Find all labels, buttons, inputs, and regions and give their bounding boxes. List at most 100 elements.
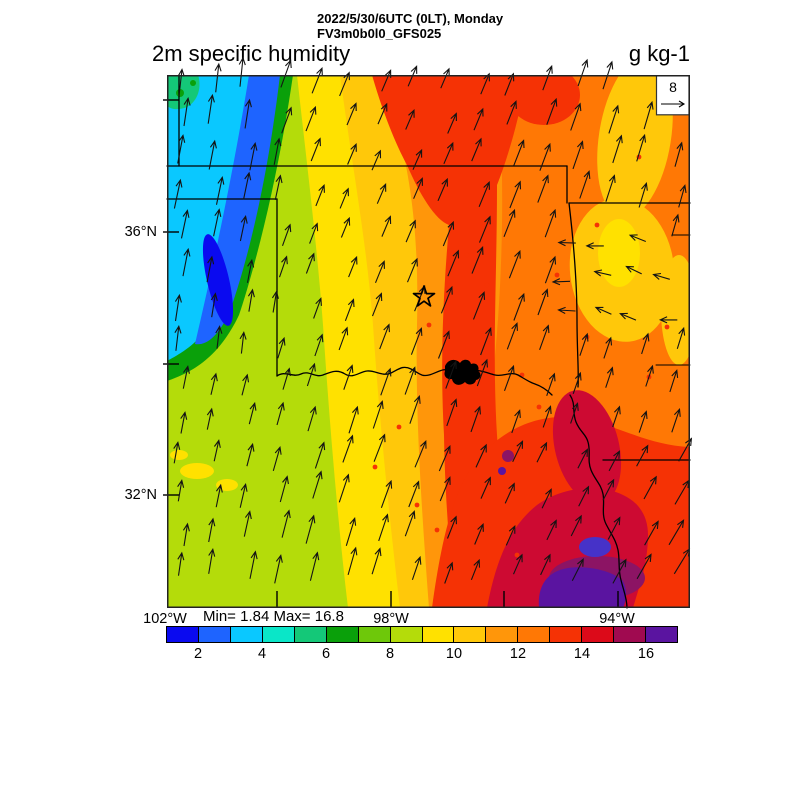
wind-arrow-icon bbox=[444, 561, 454, 584]
wind-arrow-icon bbox=[504, 72, 515, 96]
colorbar-tick-labels: 2 4 6 8 10 12 14 16 bbox=[166, 646, 678, 664]
wind-arrow-icon bbox=[572, 140, 584, 170]
wind-arrow-icon bbox=[447, 112, 457, 134]
wind-arrow-icon bbox=[348, 255, 358, 278]
wind-arrow-icon bbox=[446, 515, 457, 539]
plot-datetime: 2022/5/30/6UTC (0LT), Monday bbox=[317, 11, 504, 26]
field-dark-blue-core bbox=[202, 234, 234, 326]
field-yellow-patch-sw bbox=[170, 450, 188, 460]
wind-arrow-icon bbox=[504, 482, 515, 504]
wind-arrow-icon bbox=[438, 445, 451, 472]
wind-arrow-icon bbox=[307, 405, 317, 432]
wind-arrow-icon bbox=[373, 433, 386, 462]
colorbar-cell bbox=[485, 626, 519, 643]
wind-reference-arrow-icon bbox=[661, 100, 686, 108]
wind-arrow-icon bbox=[612, 134, 623, 164]
field-red-speck bbox=[464, 252, 470, 258]
wind-arrow-icon bbox=[280, 59, 292, 88]
wind-arrow-icon bbox=[249, 141, 258, 171]
wind-arrow-icon bbox=[480, 476, 491, 499]
wind-arrow-icon bbox=[244, 98, 252, 129]
wind-reference-value: 8 bbox=[669, 79, 677, 95]
wind-arrow-icon bbox=[636, 133, 647, 162]
wind-arrow-icon bbox=[183, 96, 191, 127]
wind-arrow-icon bbox=[544, 255, 557, 284]
lake-texoma bbox=[444, 359, 481, 385]
wind-arrow-icon bbox=[345, 516, 357, 546]
field-red-speck bbox=[396, 424, 402, 430]
wind-arrow-icon bbox=[248, 401, 257, 425]
wind-arrow-icon bbox=[509, 180, 522, 209]
wind-arrow-icon bbox=[380, 367, 392, 396]
wind-arrow-icon bbox=[593, 269, 612, 277]
wind-arrow-icon bbox=[668, 519, 685, 546]
wind-arrow-icon bbox=[536, 441, 548, 463]
colorbar-tick-label: 4 bbox=[257, 646, 267, 662]
field-red-patch-n bbox=[508, 75, 580, 125]
colorbar-tick-label: 8 bbox=[385, 646, 395, 662]
wind-arrow-icon bbox=[371, 547, 382, 575]
wind-arrow-icon bbox=[243, 171, 252, 200]
wind-arrow-icon bbox=[603, 336, 613, 359]
wind-arrow-icon bbox=[309, 222, 319, 244]
field-yellow-patch-sw bbox=[180, 463, 214, 479]
colorbar-tick-label: 6 bbox=[321, 646, 331, 662]
wind-arrow-icon bbox=[440, 67, 450, 89]
wind-arrow-icon bbox=[443, 141, 454, 165]
colorbar-cell bbox=[421, 626, 455, 643]
wind-arrow-icon bbox=[312, 470, 323, 499]
wind-arrow-icon bbox=[439, 476, 451, 502]
wind-arrow-icon bbox=[208, 139, 217, 170]
field-green-speck bbox=[176, 89, 184, 97]
wind-arrow-icon bbox=[406, 257, 418, 283]
wind-arrow-icon bbox=[546, 519, 557, 541]
field-amber-edge-patch bbox=[661, 255, 690, 365]
wind-arrow-icon bbox=[674, 141, 684, 167]
wind-arrow-icon bbox=[546, 97, 558, 125]
wind-reference-box: 8 bbox=[655, 75, 690, 116]
colorbar-cell bbox=[197, 626, 231, 643]
wind-arrow-icon bbox=[271, 290, 279, 313]
wind-arrow-icon bbox=[246, 442, 255, 467]
wind-arrow-icon bbox=[208, 517, 216, 543]
wind-arrow-icon bbox=[605, 366, 614, 388]
wind-arrow-icon bbox=[414, 439, 427, 468]
wind-arrow-icon bbox=[277, 336, 286, 359]
wind-arrow-icon bbox=[409, 395, 421, 424]
wind-arrow-icon bbox=[378, 513, 389, 542]
field-purple-core bbox=[538, 567, 627, 608]
wind-arrow-icon bbox=[215, 483, 223, 508]
wind-arrow-icon bbox=[310, 137, 321, 162]
wind-arrow-icon bbox=[239, 331, 247, 354]
colorbar-cell bbox=[453, 626, 487, 643]
wind-arrow-icon bbox=[239, 214, 248, 242]
wind-arrow-icon bbox=[273, 137, 282, 165]
wind-arrow-icon bbox=[377, 102, 388, 125]
wind-arrow-icon bbox=[636, 444, 649, 467]
wind-arrow-icon bbox=[577, 448, 588, 469]
colorbar-tick-label: 10 bbox=[445, 646, 463, 662]
wind-arrow-icon bbox=[278, 255, 288, 278]
wind-arrow-icon bbox=[344, 298, 355, 321]
wind-arrow-icon bbox=[478, 215, 491, 243]
lat-label-36n: 36°N bbox=[124, 224, 157, 240]
wind-arrow-icon bbox=[405, 108, 415, 130]
wind-arrow-icon bbox=[602, 478, 615, 501]
wind-arrow-icon bbox=[243, 510, 252, 537]
wind-arrow-icon bbox=[505, 524, 516, 546]
lon-label-98w: 98°W bbox=[373, 611, 409, 627]
wind-arrow-field bbox=[173, 56, 693, 584]
wind-arrow-icon bbox=[537, 174, 549, 203]
plot-model-run: FV3m0b0l0_GFS025 bbox=[317, 26, 442, 41]
field-red-speck bbox=[426, 322, 432, 328]
wind-arrow-icon bbox=[638, 410, 648, 433]
wind-arrow-icon bbox=[213, 439, 221, 462]
wind-arrow-icon bbox=[314, 441, 326, 469]
colorbar-tick-label: 12 bbox=[509, 646, 527, 662]
wind-arrow-icon bbox=[512, 553, 523, 575]
wind-arrow-icon bbox=[347, 143, 357, 165]
wind-arrow-icon bbox=[249, 550, 258, 579]
wind-arrow-icon bbox=[542, 405, 552, 428]
wind-arrow-icon bbox=[311, 66, 323, 94]
wind-arrow-icon bbox=[182, 522, 190, 547]
